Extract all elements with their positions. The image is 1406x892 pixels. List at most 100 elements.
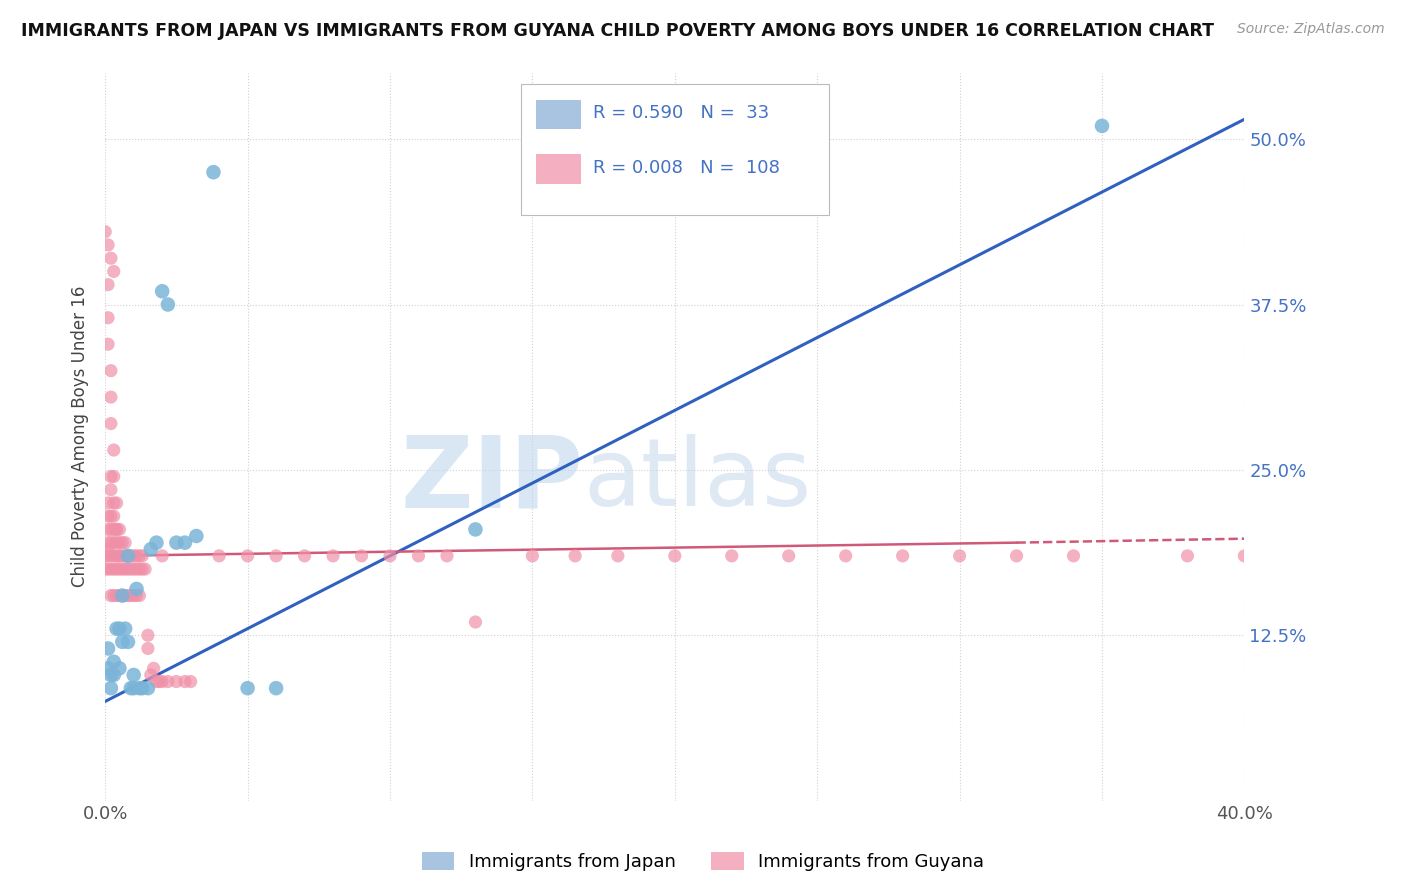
Point [103,549,125,563]
Point [94,562,117,576]
Point [236,681,259,695]
Point [111,635,134,649]
Y-axis label: Child Poverty Among Boys Under 16: Child Poverty Among Boys Under 16 [72,286,89,588]
Point [108,622,131,636]
Point [464,615,486,629]
Point [150,285,173,299]
Point [174,535,197,549]
Point [174,674,197,689]
Point [108,523,131,537]
Point [114,562,136,576]
Point [131,562,153,576]
Point [145,674,167,689]
Point [117,589,139,603]
Point [139,668,162,682]
Point [120,681,142,695]
FancyBboxPatch shape [536,100,582,129]
Point [136,681,159,695]
Point [128,562,150,576]
Point [156,674,179,689]
Point [100,589,122,603]
Point [105,535,128,549]
Point [103,655,125,669]
Point [408,549,430,563]
Point [145,535,167,549]
Point [100,390,122,404]
Point [150,674,173,689]
Point [122,668,145,682]
Point [436,549,458,563]
Point [122,681,145,695]
Point [322,549,344,563]
Point [165,535,187,549]
Point [108,549,131,563]
Point [122,562,145,576]
Point [105,562,128,576]
Point [114,589,136,603]
Point [100,562,122,576]
Point [125,582,148,596]
Point [105,589,128,603]
Point [156,297,179,311]
Point [100,417,122,431]
Point [103,443,125,458]
Point [97,661,120,675]
Point [103,496,125,510]
Point [100,681,122,695]
Point [105,523,128,537]
Point [105,523,128,537]
Point [100,668,122,682]
Point [606,549,628,563]
Point [720,549,742,563]
Point [108,549,131,563]
Point [1233,549,1256,563]
Point [202,165,225,179]
Point [378,549,401,563]
Point [100,469,122,483]
Point [120,549,142,563]
Point [111,562,134,576]
Point [128,549,150,563]
Point [100,523,122,537]
Point [111,589,134,603]
Point [97,523,120,537]
Point [120,589,142,603]
Point [103,589,125,603]
Text: atlas: atlas [583,434,811,526]
Point [128,681,150,695]
Point [778,549,800,563]
Point [97,542,120,557]
Point [103,668,125,682]
Point [100,535,122,549]
Point [117,549,139,563]
Point [97,509,120,524]
Point [1063,549,1085,563]
Point [834,549,856,563]
Point [105,496,128,510]
Point [97,641,120,656]
Point [122,589,145,603]
Text: R = 0.590   N =  33: R = 0.590 N = 33 [593,104,769,122]
Point [180,674,202,689]
Point [100,251,122,265]
Point [97,535,120,549]
Point [891,549,914,563]
Point [117,635,139,649]
Point [100,483,122,497]
Point [97,310,120,325]
Point [136,641,159,656]
Point [128,589,150,603]
FancyBboxPatch shape [536,154,582,184]
Text: IMMIGRANTS FROM JAPAN VS IMMIGRANTS FROM GUYANA CHILD POVERTY AMONG BOYS UNDER 1: IMMIGRANTS FROM JAPAN VS IMMIGRANTS FROM… [21,22,1215,40]
Point [105,549,128,563]
Point [111,535,134,549]
Point [522,549,544,563]
Point [103,535,125,549]
Point [103,469,125,483]
Point [97,337,120,351]
Point [100,549,122,563]
Point [100,364,122,378]
Point [136,628,159,642]
Point [97,562,120,576]
Point [350,549,373,563]
